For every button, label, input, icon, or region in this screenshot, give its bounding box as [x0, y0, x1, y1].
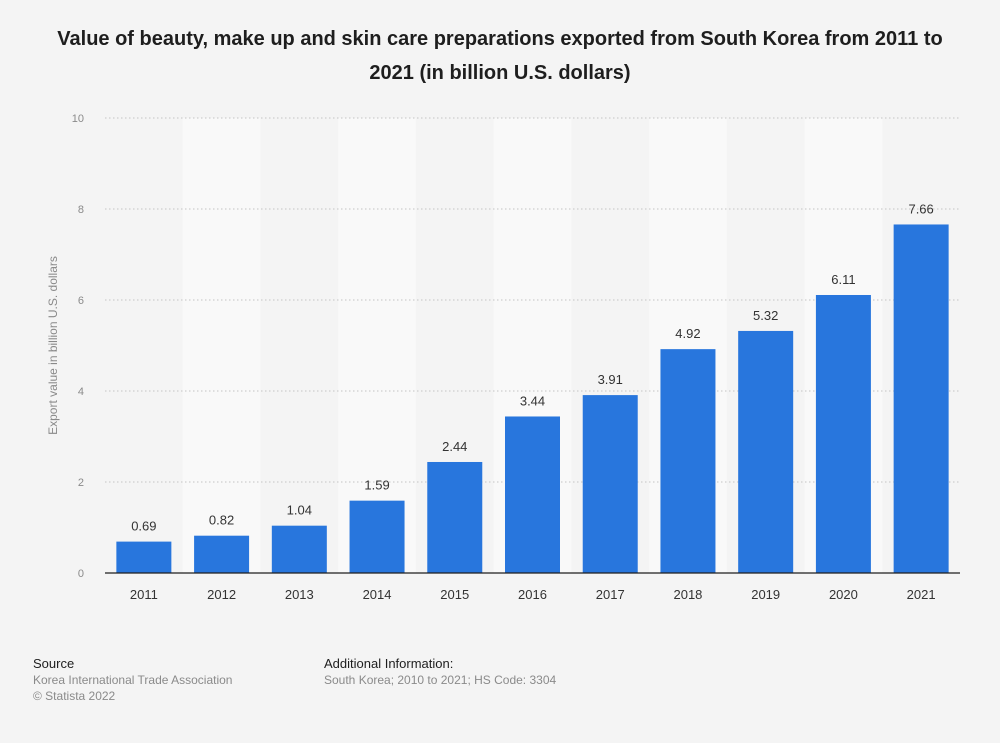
bar-value-label: 0.69: [131, 519, 156, 534]
bar: [116, 541, 172, 573]
bar: [505, 416, 560, 573]
additional-info-heading: Additional Information:: [324, 656, 454, 671]
x-tick-label: 2018: [673, 587, 702, 602]
y-tick-label: 2: [78, 477, 84, 489]
additional-info-line: South Korea; 2010 to 2021; HS Code: 3304: [324, 673, 557, 687]
y-tick-label: 8: [78, 204, 84, 216]
bar: [582, 395, 638, 573]
x-tick-label: 2015: [440, 587, 469, 602]
bar: [194, 535, 250, 573]
x-tick-label: 2019: [751, 587, 780, 602]
bar-value-label: 7.66: [908, 201, 933, 216]
plot-band: [182, 118, 261, 573]
additional-info-block: Additional Information: South Korea; 201…: [324, 656, 556, 688]
bar: [815, 294, 871, 573]
source-line: Korea International Trade Association: [33, 673, 233, 687]
source-heading: Source: [33, 656, 75, 671]
bar-value-label: 1.59: [364, 478, 389, 493]
bar: [271, 525, 327, 573]
bar: [738, 330, 794, 573]
bar-value-label: 6.11: [831, 272, 855, 287]
x-tick-label: 2012: [207, 587, 236, 602]
bar-value-label: 3.44: [520, 393, 545, 408]
plot-band: [338, 118, 416, 573]
bar-value-label: 5.32: [753, 308, 778, 323]
y-tick-label: 0: [78, 568, 84, 580]
y-axis-title: Export value in billion U.S. dollars: [46, 256, 60, 435]
bar-value-label: 0.82: [209, 513, 234, 528]
x-tick-label: 2021: [907, 587, 936, 602]
bar-value-label: 4.92: [675, 326, 700, 341]
bar-value-label: 2.44: [442, 439, 467, 454]
x-tick-label: 2011: [130, 587, 158, 602]
x-tick-label: 2013: [285, 587, 314, 602]
copyright-line: © Statista 2022: [33, 689, 116, 703]
y-tick-label: 10: [72, 113, 84, 125]
bar-value-label: 1.04: [287, 503, 312, 518]
x-tick-label: 2020: [829, 587, 858, 602]
bar: [349, 500, 405, 573]
bar: [660, 349, 716, 573]
x-tick-label: 2016: [518, 587, 547, 602]
y-tick-label: 6: [78, 295, 84, 307]
y-tick-label: 4: [78, 386, 84, 398]
source-block: Source Korea International Trade Associa…: [33, 656, 232, 704]
x-tick-label: 2014: [363, 587, 392, 602]
bar-value-label: 3.91: [598, 372, 623, 387]
bar: [427, 461, 483, 573]
chart-title: Value of beauty, make up and skin care p…: [57, 28, 943, 84]
bar-chart: 0 2 4 6 8 10 Export value in billion U.S. doll…: [46, 113, 960, 602]
x-tick-label: 2017: [596, 587, 625, 602]
bar: [893, 224, 949, 573]
